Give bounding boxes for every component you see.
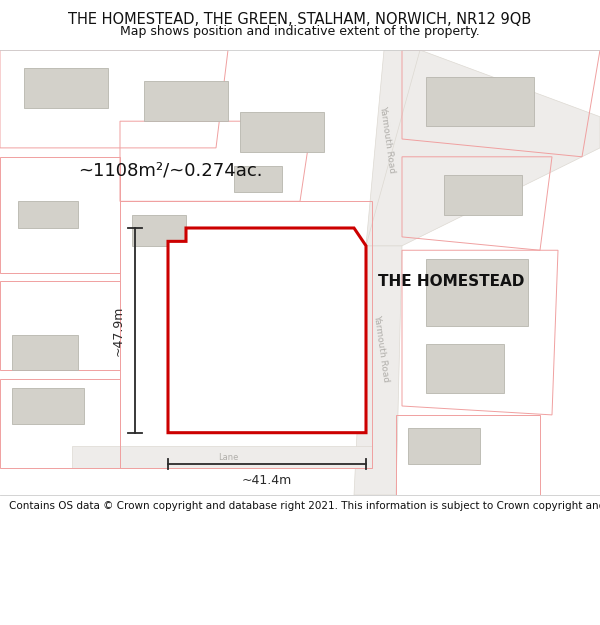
Polygon shape xyxy=(18,201,78,228)
Polygon shape xyxy=(354,246,402,495)
Text: Yarmouth Road: Yarmouth Road xyxy=(372,314,390,382)
Text: Contains OS data © Crown copyright and database right 2021. This information is : Contains OS data © Crown copyright and d… xyxy=(9,501,600,511)
Polygon shape xyxy=(366,50,420,246)
Polygon shape xyxy=(144,81,228,121)
Polygon shape xyxy=(168,290,240,317)
Polygon shape xyxy=(426,344,504,392)
Polygon shape xyxy=(444,174,522,214)
Polygon shape xyxy=(12,335,78,371)
Polygon shape xyxy=(240,112,324,152)
Polygon shape xyxy=(234,166,282,192)
Polygon shape xyxy=(408,428,480,464)
Polygon shape xyxy=(132,214,186,246)
Text: Yarmouth Road: Yarmouth Road xyxy=(378,104,396,173)
Polygon shape xyxy=(426,259,528,326)
Text: THE HOMESTEAD: THE HOMESTEAD xyxy=(378,274,524,289)
Text: THE HOMESTEAD, THE GREEN, STALHAM, NORWICH, NR12 9QB: THE HOMESTEAD, THE GREEN, STALHAM, NORWI… xyxy=(68,12,532,28)
Polygon shape xyxy=(72,446,372,468)
Polygon shape xyxy=(366,50,600,246)
Polygon shape xyxy=(24,68,108,108)
Polygon shape xyxy=(180,335,300,397)
Polygon shape xyxy=(426,77,534,126)
Text: ~41.4m: ~41.4m xyxy=(242,474,292,487)
Text: ~1108m²/~0.274ac.: ~1108m²/~0.274ac. xyxy=(78,161,263,179)
Polygon shape xyxy=(12,388,84,424)
Polygon shape xyxy=(168,228,366,432)
Text: Lane: Lane xyxy=(218,452,238,462)
Text: Map shows position and indicative extent of the property.: Map shows position and indicative extent… xyxy=(120,24,480,38)
Text: ~47.9m: ~47.9m xyxy=(111,305,124,356)
